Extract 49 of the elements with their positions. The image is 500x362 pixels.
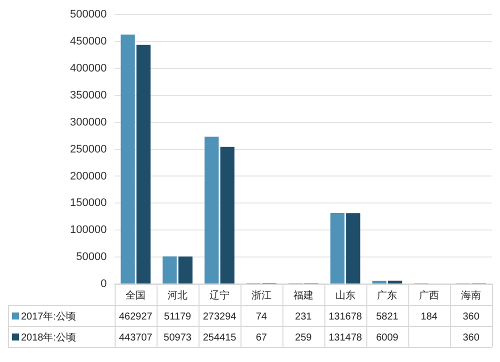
x-tick-label: 全国 [126, 289, 146, 302]
data-label: 231 [295, 311, 312, 322]
bar [372, 280, 386, 284]
data-label: 50973 [164, 332, 192, 344]
data-label: 51179 [164, 311, 192, 322]
data-label: 131478 [328, 332, 362, 344]
y-tick-label: 300000 [70, 116, 107, 128]
x-tick-label: 海南 [461, 289, 482, 302]
data-label: 131678 [328, 311, 362, 322]
bar [220, 146, 234, 284]
y-tick-label: 200000 [70, 170, 107, 182]
y-tick-label: 100000 [70, 224, 107, 236]
data-label: 360 [462, 311, 480, 322]
data-label: 443707 [118, 332, 153, 344]
data-label: 5821 [376, 311, 399, 322]
x-tick-label: 广东 [377, 289, 398, 302]
y-tick-label: 400000 [70, 62, 107, 75]
y-tick-label: 50000 [76, 251, 107, 264]
data-label: 360 [462, 332, 480, 344]
bar [204, 136, 219, 284]
data-label: 6009 [376, 332, 399, 344]
y-tick-label: 0 [100, 278, 107, 290]
x-tick-label: 浙江 [251, 289, 272, 302]
data-label: 67 [256, 332, 268, 344]
data-label: 462927 [118, 311, 153, 322]
bar [330, 213, 344, 284]
bar [388, 280, 402, 284]
data-label: 273294 [202, 311, 237, 322]
y-tick-label: 350000 [70, 89, 107, 102]
bar [136, 44, 151, 284]
bar [178, 256, 193, 284]
bar [162, 256, 177, 284]
data-label: 259 [295, 332, 312, 344]
x-tick-label: 福建 [293, 289, 314, 302]
y-tick-label: 150000 [70, 197, 107, 210]
bar [346, 213, 360, 284]
y-tick-label: 500000 [70, 8, 107, 21]
legend-label: 2017年:公顷 [21, 310, 76, 322]
x-tick-label: 河北 [168, 289, 188, 302]
y-tick-label: 250000 [70, 143, 107, 156]
legend-label: 2018年:公顷 [21, 331, 76, 344]
bar [120, 34, 135, 284]
data-label: 184 [420, 311, 438, 322]
y-tick-label: 450000 [70, 36, 107, 48]
data-label: 74 [256, 311, 268, 322]
x-tick-label: 广西 [419, 289, 440, 302]
data-label: 254415 [202, 332, 237, 344]
x-tick-label: 山东 [335, 289, 356, 302]
x-tick-label: 辽宁 [210, 289, 230, 302]
